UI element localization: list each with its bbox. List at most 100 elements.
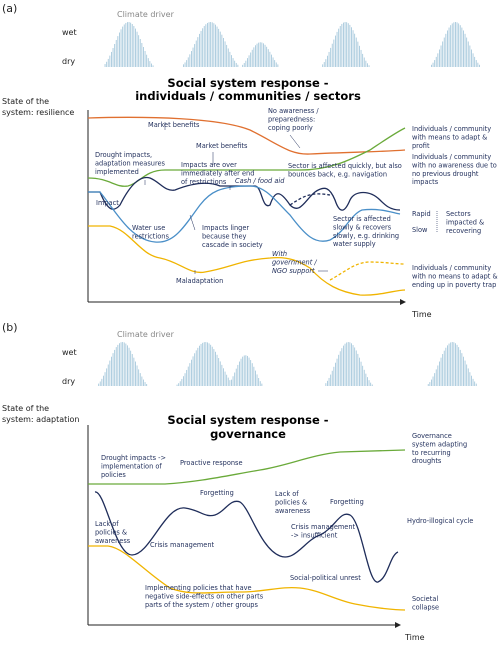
- climate-bar: [479, 64, 480, 67]
- climate-bar: [125, 343, 127, 386]
- climate-bar: [143, 379, 144, 386]
- climate-bar: [253, 47, 255, 67]
- climate-bar: [253, 366, 255, 386]
- climate-bar: [277, 64, 279, 67]
- climate-bar: [355, 350, 357, 386]
- climate-bar: [98, 383, 100, 386]
- climate-bar: [235, 368, 237, 386]
- text-line: slowly & recovers: [333, 223, 392, 231]
- climate-bar: [210, 22, 212, 67]
- climate-bar: [367, 63, 368, 67]
- climate-bar: [200, 30, 202, 67]
- text-line: No awareness /: [268, 107, 319, 115]
- climate-bar: [363, 369, 365, 386]
- climate-bar: [247, 58, 248, 67]
- climate-bar: [184, 373, 186, 386]
- text-line: adaptation measures: [95, 159, 166, 167]
- climate-bar: [346, 22, 348, 67]
- climate-bar: [215, 24, 216, 68]
- climate-bar: [344, 343, 346, 386]
- climate-bar: [131, 354, 133, 386]
- curve: [88, 545, 406, 611]
- climate-bar: [439, 361, 440, 386]
- climate-bar: [338, 354, 340, 386]
- climate-bar: [133, 26, 135, 68]
- climate-bar: [115, 347, 117, 386]
- climate-bar: [197, 37, 199, 67]
- curve: [88, 225, 406, 296]
- climate-bar: [359, 357, 360, 386]
- text-line: Cash / food aid: [235, 177, 285, 185]
- text-line: Lack of: [95, 520, 119, 528]
- text-line: water supply: [333, 240, 376, 248]
- text-line: implemented: [95, 168, 139, 176]
- climate-bar: [178, 383, 180, 386]
- climate-bar: [360, 361, 362, 386]
- climate-bar: [339, 351, 341, 386]
- text-line: with no means to adapt &: [412, 272, 498, 280]
- time: Time: [411, 310, 432, 319]
- climate-bar: [187, 57, 189, 67]
- curve: [88, 176, 401, 211]
- text-line: Governance: [412, 432, 452, 440]
- climate-bar: [269, 51, 271, 67]
- climate-bar: [248, 357, 250, 386]
- climate-bar: [109, 360, 111, 386]
- climate-bar: [128, 347, 130, 386]
- climate-bar: [354, 347, 356, 386]
- text-line: recovering: [446, 227, 481, 235]
- time: Time: [404, 633, 425, 642]
- text-line: Sector is affected: [333, 215, 391, 223]
- climate-bar: [352, 30, 354, 67]
- climate-bar: [349, 24, 351, 68]
- climate-bar: [442, 41, 444, 67]
- text-line: Crisis management: [150, 541, 215, 549]
- climate-bar: [327, 55, 328, 67]
- climate-bar: [106, 368, 108, 386]
- curve: [94, 491, 399, 583]
- climate-bar: [107, 58, 109, 67]
- text-line: profit: [412, 142, 430, 150]
- climate-bar: [267, 49, 269, 67]
- climate-bar: [347, 342, 349, 386]
- climate-bar: [202, 342, 204, 386]
- climate-bar: [346, 342, 348, 386]
- climate-bar: [341, 23, 343, 67]
- pointers: [144, 122, 328, 274]
- climate-bar: [237, 364, 239, 386]
- text-line: impacted &: [446, 218, 484, 226]
- climate-bar: [455, 343, 456, 386]
- climate-bar: [274, 60, 276, 67]
- climate-bar: [331, 43, 333, 67]
- climate-bar: [352, 345, 354, 386]
- text-line: Individuals / community: [412, 125, 491, 133]
- climate-bar: [219, 31, 221, 67]
- climate-bar: [245, 60, 247, 67]
- climate-bar: [213, 349, 215, 386]
- climate-bar: [472, 378, 474, 386]
- climate-bar: [130, 22, 132, 68]
- climate-bar: [152, 65, 154, 67]
- climate-bar: [448, 343, 450, 386]
- climate-bar: [203, 26, 205, 67]
- climate-bar: [266, 46, 268, 67]
- climate-bar: [343, 22, 344, 67]
- climate-bar: [367, 377, 368, 386]
- text-line: Societal: [412, 595, 438, 603]
- climate-bar: [146, 54, 148, 67]
- climate-bar: [146, 384, 148, 386]
- climate-bar: [328, 377, 330, 386]
- climate-bar: [208, 22, 210, 68]
- climate-bar: [149, 61, 151, 67]
- climate-bar: [344, 22, 346, 67]
- climate-bar: [328, 51, 330, 67]
- climate-bar: [251, 363, 253, 386]
- climate-bar: [224, 41, 226, 67]
- climate-bar: [120, 342, 122, 386]
- climate-bar: [461, 353, 463, 386]
- climate-bar: [429, 382, 431, 386]
- climate-bar: [203, 342, 205, 386]
- climate-bar: [138, 369, 140, 386]
- text-line: policies &: [95, 528, 127, 536]
- climate-bar: [224, 371, 226, 386]
